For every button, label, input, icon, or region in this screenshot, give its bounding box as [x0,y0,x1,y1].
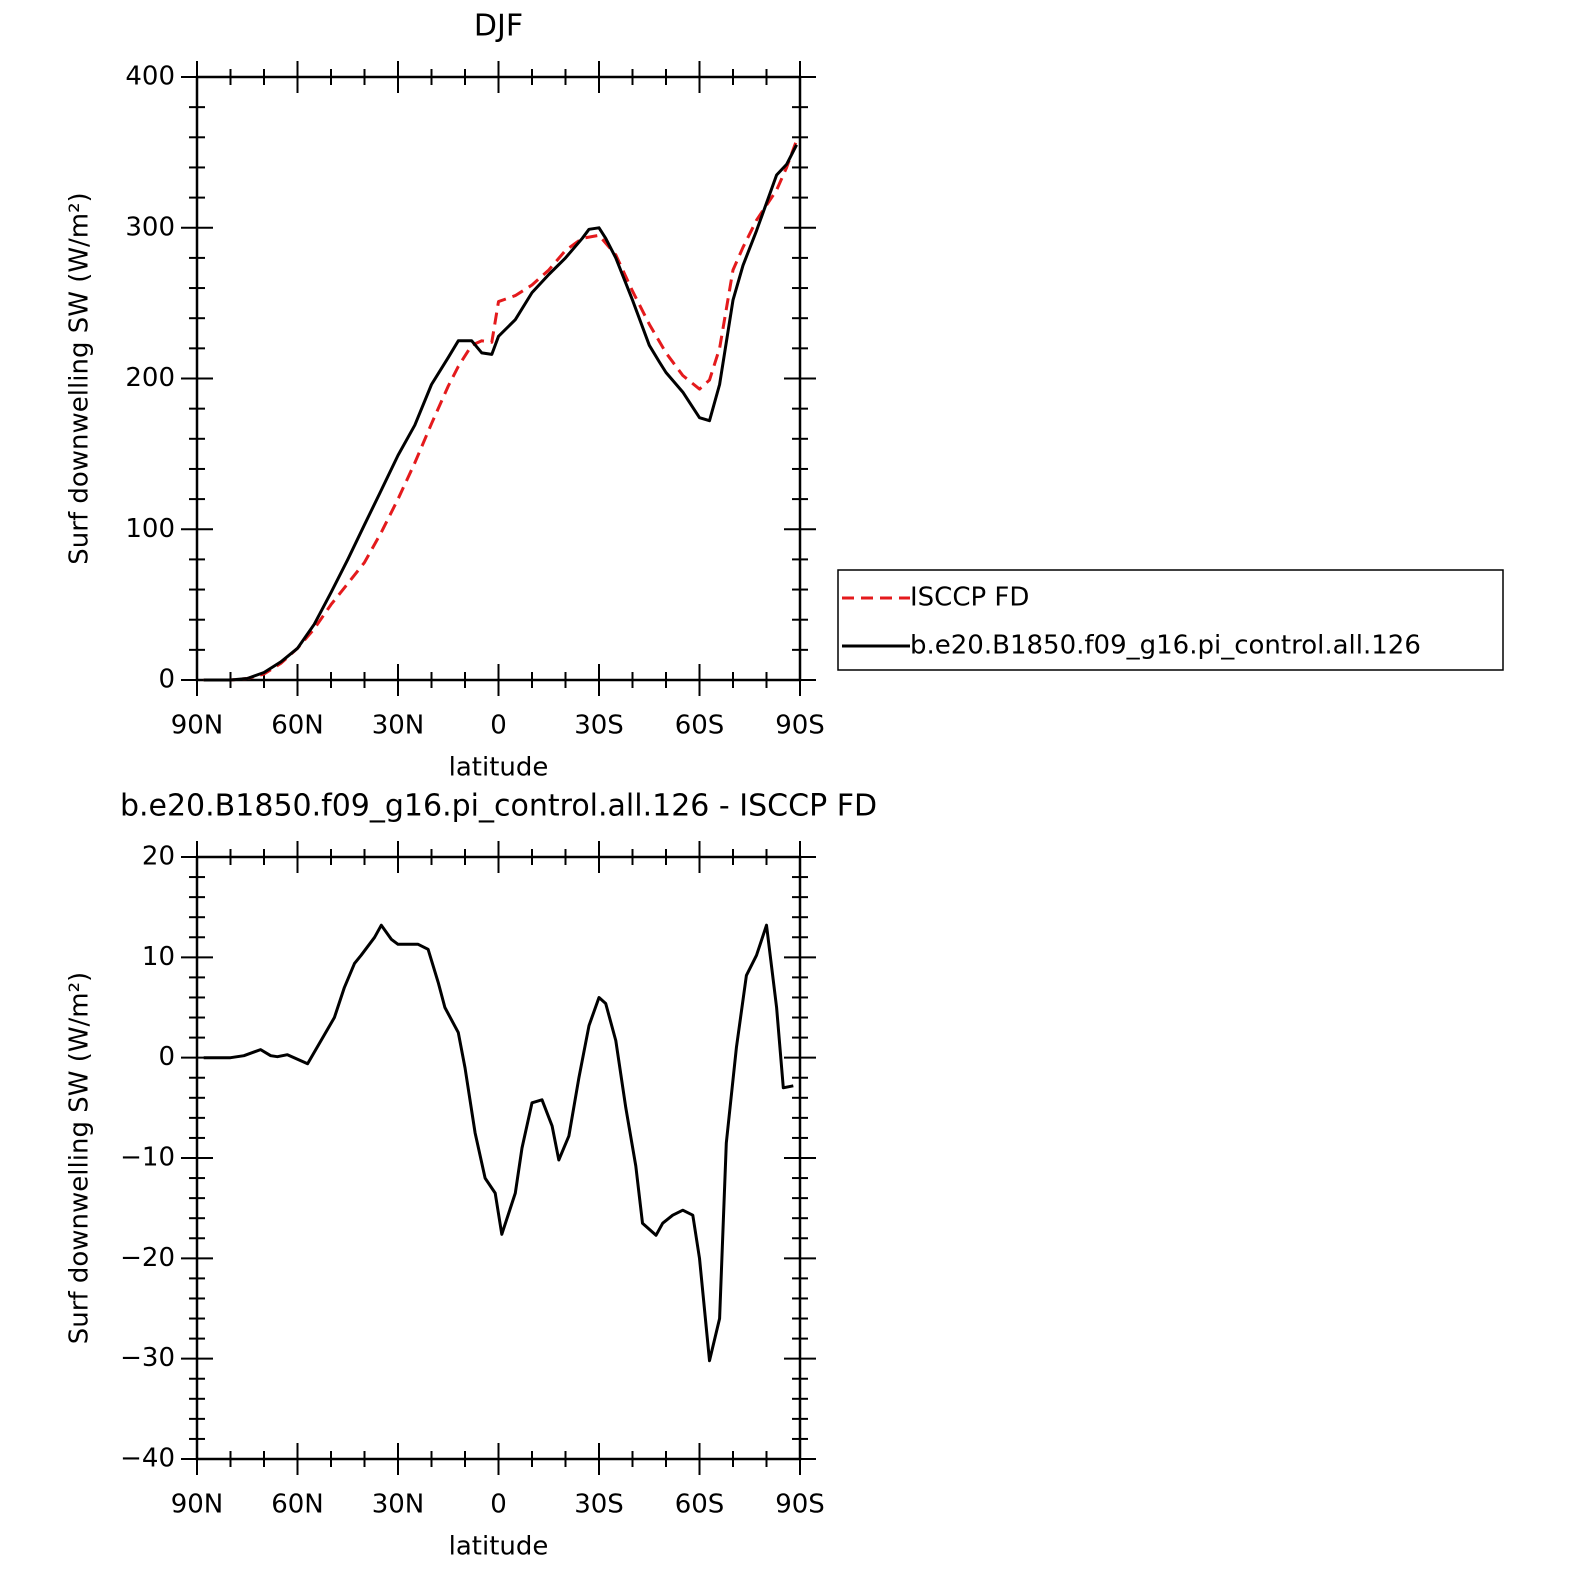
y-tick-label: 0 [158,1042,175,1072]
y-tick-label: 10 [142,942,175,972]
x-tick-label: 0 [490,711,507,741]
x-axis-label: latitude [449,1532,549,1562]
chart-title: DJF [474,9,523,44]
legend-label: b.e20.B1850.f09_g16.pi_control.all.126 [910,631,1421,661]
x-tick-label: 60S [675,1490,725,1520]
x-tick-label: 90N [171,1490,224,1520]
x-axis-label: latitude [449,753,549,783]
y-tick-label: 100 [125,514,175,544]
data-line [203,144,798,682]
y-axis-label: Surf downwelling SW (W/m²) [65,972,95,1344]
y-tick-label: 300 [125,212,175,242]
y-tick-label: 400 [125,62,175,92]
legend-box [837,569,1504,671]
plot-frame [195,855,802,1461]
y-tick-label: −20 [120,1243,175,1273]
y-tick-label: 0 [158,665,175,695]
x-tick-label: 0 [490,1490,507,1520]
y-tick-label: 20 [142,842,175,872]
x-tick-label: 60S [675,711,725,741]
y-tick-label: 200 [125,363,175,393]
legend-label: ISCCP FD [910,583,1029,613]
y-tick-label: −40 [120,1444,175,1474]
x-tick-label: 30N [372,1490,425,1520]
x-tick-label: 30N [372,711,425,741]
x-tick-label: 30S [574,1490,624,1520]
y-tick-label: −10 [120,1143,175,1173]
x-tick-label: 90S [775,1490,825,1520]
x-tick-label: 90S [775,711,825,741]
y-tick-label: −30 [120,1343,175,1373]
x-tick-label: 60N [271,1490,324,1520]
chart-title: b.e20.B1850.f09_g16.pi_control.all.126 -… [120,789,877,824]
data-line [203,139,799,682]
y-axis-label: Surf downwelling SW (W/m²) [65,192,95,564]
x-tick-label: 90N [171,711,224,741]
data-line [203,923,794,1363]
x-tick-label: 60N [271,711,324,741]
x-tick-label: 30S [574,711,624,741]
